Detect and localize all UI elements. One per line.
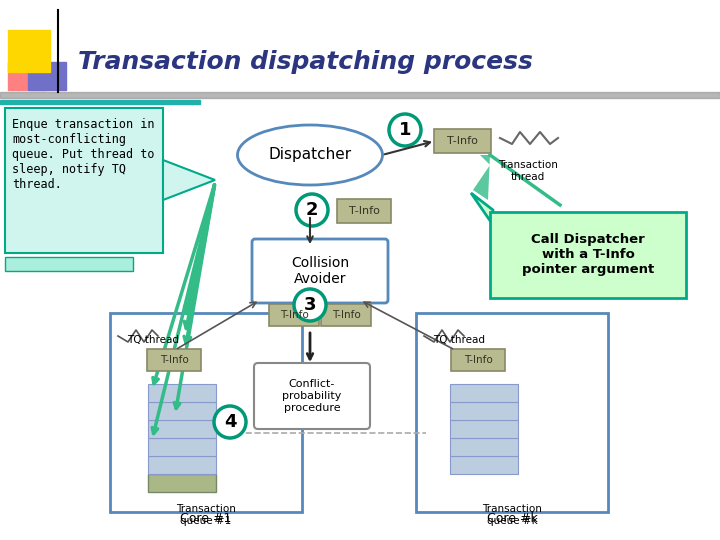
Polygon shape — [163, 160, 215, 200]
Text: Collision
Avoider: Collision Avoider — [291, 256, 349, 286]
Text: Core #1: Core #1 — [180, 511, 232, 524]
FancyBboxPatch shape — [110, 313, 302, 512]
Bar — [8, 30, 50, 72]
Bar — [0, 100, 200, 104]
Text: Transaction
thread: Transaction thread — [498, 160, 558, 181]
Circle shape — [214, 406, 246, 438]
Bar — [28, 62, 66, 90]
Text: T-Info: T-Info — [348, 206, 379, 216]
Text: T-Info: T-Info — [279, 310, 308, 320]
Polygon shape — [473, 155, 490, 200]
Bar — [148, 456, 216, 474]
Bar — [450, 456, 518, 474]
Circle shape — [294, 289, 326, 321]
FancyBboxPatch shape — [416, 313, 608, 512]
FancyBboxPatch shape — [269, 304, 319, 326]
Text: Dispatcher: Dispatcher — [269, 147, 351, 163]
Text: T-Info: T-Info — [464, 355, 492, 365]
Text: 1: 1 — [399, 121, 411, 139]
Bar — [148, 474, 216, 492]
Text: TQ thread: TQ thread — [433, 335, 485, 345]
Bar — [148, 420, 216, 438]
FancyBboxPatch shape — [321, 304, 371, 326]
FancyBboxPatch shape — [254, 363, 370, 429]
Text: T-Info: T-Info — [446, 136, 477, 146]
Circle shape — [296, 194, 328, 226]
Bar — [148, 384, 216, 402]
Text: 3: 3 — [304, 296, 316, 314]
Text: 4: 4 — [224, 413, 236, 431]
Bar — [450, 384, 518, 402]
Text: T-Info: T-Info — [160, 355, 189, 365]
Text: Conflict-
probability
procedure: Conflict- probability procedure — [282, 380, 342, 413]
Bar — [148, 402, 216, 420]
Text: T-Info: T-Info — [332, 310, 361, 320]
FancyBboxPatch shape — [490, 212, 686, 298]
Bar — [5, 257, 133, 271]
FancyBboxPatch shape — [5, 108, 163, 253]
Text: 2: 2 — [306, 201, 318, 219]
Text: TQ thread: TQ thread — [127, 335, 179, 345]
Bar — [450, 420, 518, 438]
Bar — [450, 402, 518, 420]
FancyBboxPatch shape — [147, 349, 201, 371]
FancyBboxPatch shape — [337, 199, 391, 223]
Text: Enque transaction in
most-conflicting
queue. Put thread to
sleep, notify TQ
thre: Enque transaction in most-conflicting qu… — [12, 118, 155, 191]
Bar — [450, 438, 518, 456]
Polygon shape — [471, 193, 493, 225]
Text: Transaction
queue #1: Transaction queue #1 — [176, 504, 236, 525]
Text: Transaction dispatching process: Transaction dispatching process — [78, 50, 533, 74]
Text: Call Dispatcher
with a T-Info
pointer argument: Call Dispatcher with a T-Info pointer ar… — [522, 233, 654, 276]
FancyBboxPatch shape — [252, 239, 388, 303]
FancyBboxPatch shape — [434, 129, 491, 153]
Bar — [8, 62, 46, 90]
Text: Transaction
queue #k: Transaction queue #k — [482, 504, 542, 525]
Ellipse shape — [238, 125, 382, 185]
FancyBboxPatch shape — [451, 349, 505, 371]
Text: Core #k: Core #k — [487, 511, 537, 524]
Bar — [0, 92, 720, 98]
Circle shape — [389, 114, 421, 146]
Bar — [148, 438, 216, 456]
